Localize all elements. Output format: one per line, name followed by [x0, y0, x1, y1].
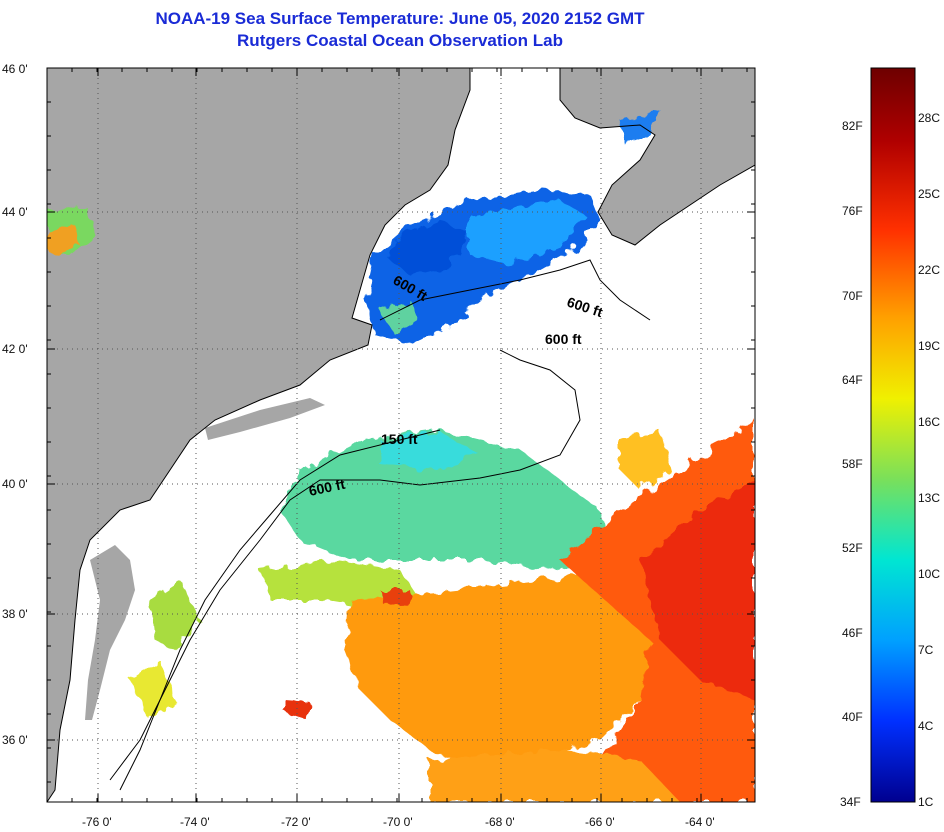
- colorbar-c-label: 28C: [918, 111, 941, 125]
- isobath-150ft: [119, 429, 441, 791]
- colorbar-c-label: 7C: [918, 643, 934, 657]
- graticule: [47, 68, 755, 802]
- colorbar: [870, 67, 916, 803]
- lon-label: -68 0': [485, 815, 515, 829]
- land-nova-scotia: [560, 68, 755, 245]
- colorbar-c-label: 4C: [918, 719, 934, 733]
- lat-label: 46 0': [2, 62, 28, 76]
- contour-label: 600 ft: [307, 476, 346, 499]
- sst-shelf-cyan: [380, 432, 480, 470]
- colorbar-f-label: 58F: [842, 457, 863, 471]
- lon-label: -74 0': [180, 815, 210, 829]
- sst-cape-cod-bay: [380, 300, 420, 335]
- colorbar-f-label: 34F: [840, 795, 861, 809]
- lon-label: -76 0': [82, 815, 112, 829]
- map-frame: [46, 67, 756, 803]
- sst-nearshore-green: [150, 580, 200, 650]
- colorbar-c-label: 25C: [918, 187, 941, 201]
- colorbar-f-label: 82F: [842, 119, 863, 133]
- lon-label: -64 0': [685, 815, 715, 829]
- sst-gulf-of-maine-inner: [390, 220, 470, 275]
- colorbar-f-label: 46F: [842, 626, 863, 640]
- title-line-2: Rutgers Coastal Ocean Observation Lab: [237, 31, 563, 50]
- sst-south-orange: [430, 750, 680, 802]
- colorbar-c-label: 19C: [918, 339, 941, 353]
- lon-label: -70 0': [383, 815, 413, 829]
- sst-bay-of-fundy: [620, 110, 660, 145]
- colorbar-c-label: 22C: [918, 263, 941, 277]
- colorbar-f-label: 40F: [842, 710, 863, 724]
- lon-label: -66 0': [585, 815, 615, 829]
- sst-slope-orange: [345, 570, 660, 770]
- isobath-600ft-gulf-maine: [379, 259, 651, 321]
- contour-label: 150 ft: [381, 431, 418, 447]
- colorbar-f-label: 76F: [842, 204, 863, 218]
- map-title: NOAA-19 Sea Surface Temperature: June 05…: [0, 8, 800, 52]
- lon-label: -72 0': [281, 815, 311, 829]
- colorbar-c-label: 16C: [918, 415, 941, 429]
- colorbar-f-label: 70F: [842, 289, 863, 303]
- lat-label: 44 0': [2, 205, 28, 219]
- lat-label: 36 0': [2, 733, 28, 747]
- colorbar-c-label: 10C: [918, 567, 941, 581]
- sst-nearshore-yellow: [130, 660, 175, 720]
- coastline-ns: [559, 68, 755, 246]
- colorbar-c-label: 13C: [918, 491, 941, 505]
- title-line-1: NOAA-19 Sea Surface Temperature: June 05…: [155, 9, 645, 28]
- lat-label: 42 0': [2, 342, 28, 356]
- colorbar-c-label: 1C: [918, 795, 934, 809]
- contour-label: 600 ft: [545, 331, 582, 347]
- colorbar-f-label: 52F: [842, 541, 863, 555]
- sst-red-spot-2: [380, 590, 412, 606]
- isobath-600ft-shelf: [109, 349, 581, 781]
- sst-yellow-gs: [620, 430, 670, 490]
- sst-shelf-green: [280, 430, 610, 570]
- land-mainland: [47, 68, 470, 802]
- axis-ticks: [46, 67, 755, 802]
- lat-label: 40 0': [2, 477, 28, 491]
- colorbar-f-label: 64F: [842, 373, 863, 387]
- sst-gulf-of-maine-light: [470, 200, 585, 265]
- sst-west-patch-orange: [47, 225, 80, 255]
- coastline: [47, 68, 471, 802]
- sst-data: [47, 110, 755, 802]
- land-long-island: [205, 398, 325, 440]
- sst-gulf-stream-core: [640, 480, 755, 700]
- lat-label: 38 0': [2, 607, 28, 621]
